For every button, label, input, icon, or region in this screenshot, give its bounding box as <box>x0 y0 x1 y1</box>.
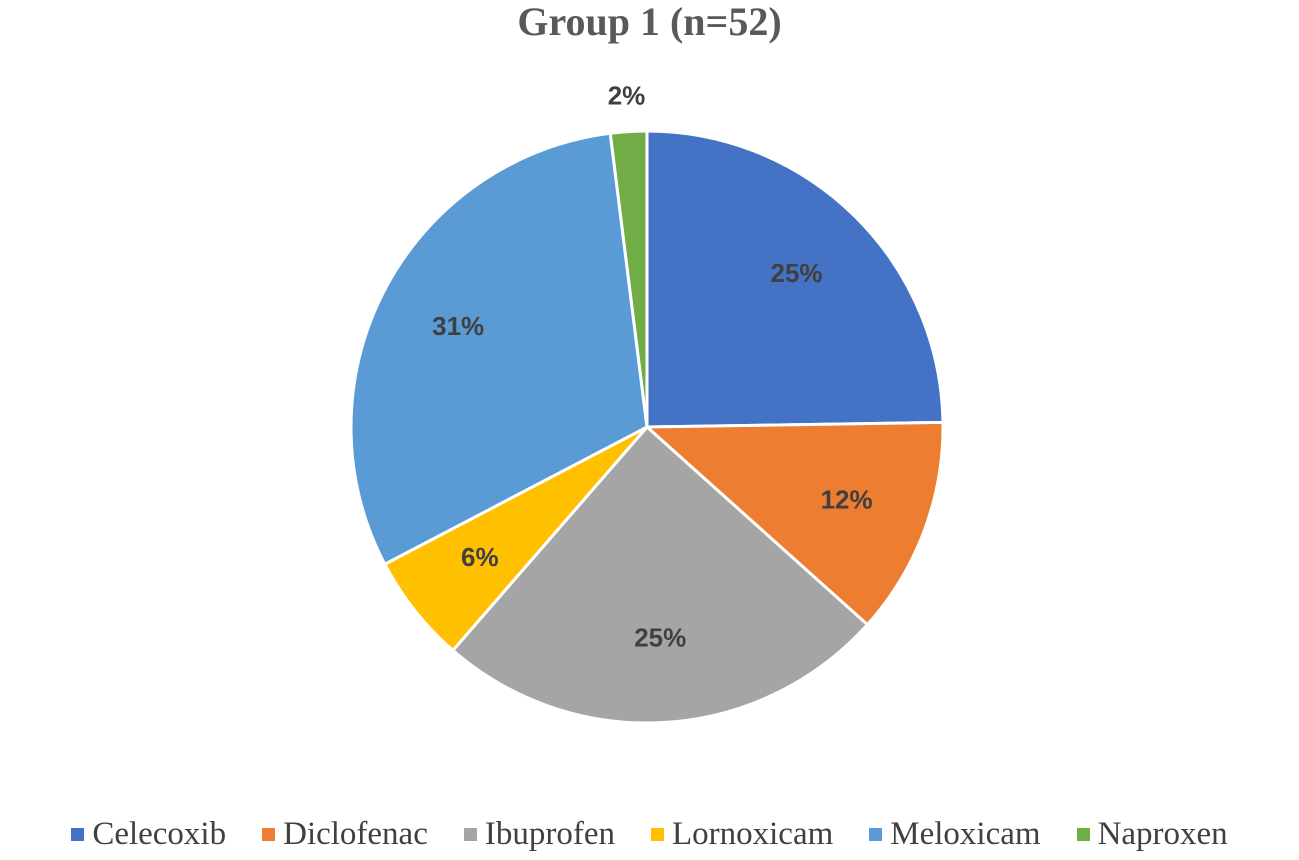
legend-label: Diclofenac <box>283 815 428 852</box>
pie-slice-meloxicam <box>349 131 649 567</box>
chart-legend: Celecoxib Diclofenac Ibuprofen Lornoxicam Me… <box>0 812 1299 856</box>
pie-slices <box>349 129 945 725</box>
data-label-meloxicam: 31% <box>432 311 484 341</box>
data-label-diclofenac: 12% <box>821 484 873 514</box>
legend-swatch <box>463 827 477 841</box>
pie-slice-celecoxib <box>645 129 945 429</box>
legend-swatch <box>262 827 276 841</box>
data-label-lornoxicam: 6% <box>461 542 499 572</box>
legend-swatch <box>869 827 883 841</box>
legend-swatch <box>1076 827 1090 841</box>
legend-label: Celecoxib <box>92 815 227 852</box>
legend-label: Meloxicam <box>890 815 1041 852</box>
pie-slice-diclofenac <box>643 420 945 627</box>
pie-slice-naproxen <box>608 129 649 428</box>
chart-title: Group 1 (n=52) <box>517 0 782 44</box>
legend-item-meloxicam: Meloxicam <box>869 815 1041 853</box>
legend-label: Lornoxicam <box>671 815 834 852</box>
data-label-ibuprofen: 25% <box>634 623 686 653</box>
legend-swatch <box>71 827 85 841</box>
data-label-celecoxib: 25% <box>770 258 822 288</box>
pie-data-labels: 25% 12% 25% 6% 31% 2% <box>432 81 873 653</box>
pie-chart: 25% 12% 25% 6% 31% 2% <box>349 81 945 725</box>
legend-item-ibuprofen: Ibuprofen <box>463 815 615 853</box>
legend-label: Ibuprofen <box>484 815 615 852</box>
data-label-naproxen: 2% <box>608 81 646 111</box>
legend-item-diclofenac: Diclofenac <box>262 816 428 853</box>
legend-item-lornoxicam: Lornoxicam <box>650 815 834 853</box>
legend-item-naproxen: Naproxen <box>1076 815 1228 853</box>
legend-label: Naproxen <box>1097 815 1228 852</box>
pie-slice-ibuprofen <box>450 424 870 725</box>
legend-swatch <box>650 827 664 841</box>
legend-item-celecoxib: Celecoxib <box>71 816 226 853</box>
